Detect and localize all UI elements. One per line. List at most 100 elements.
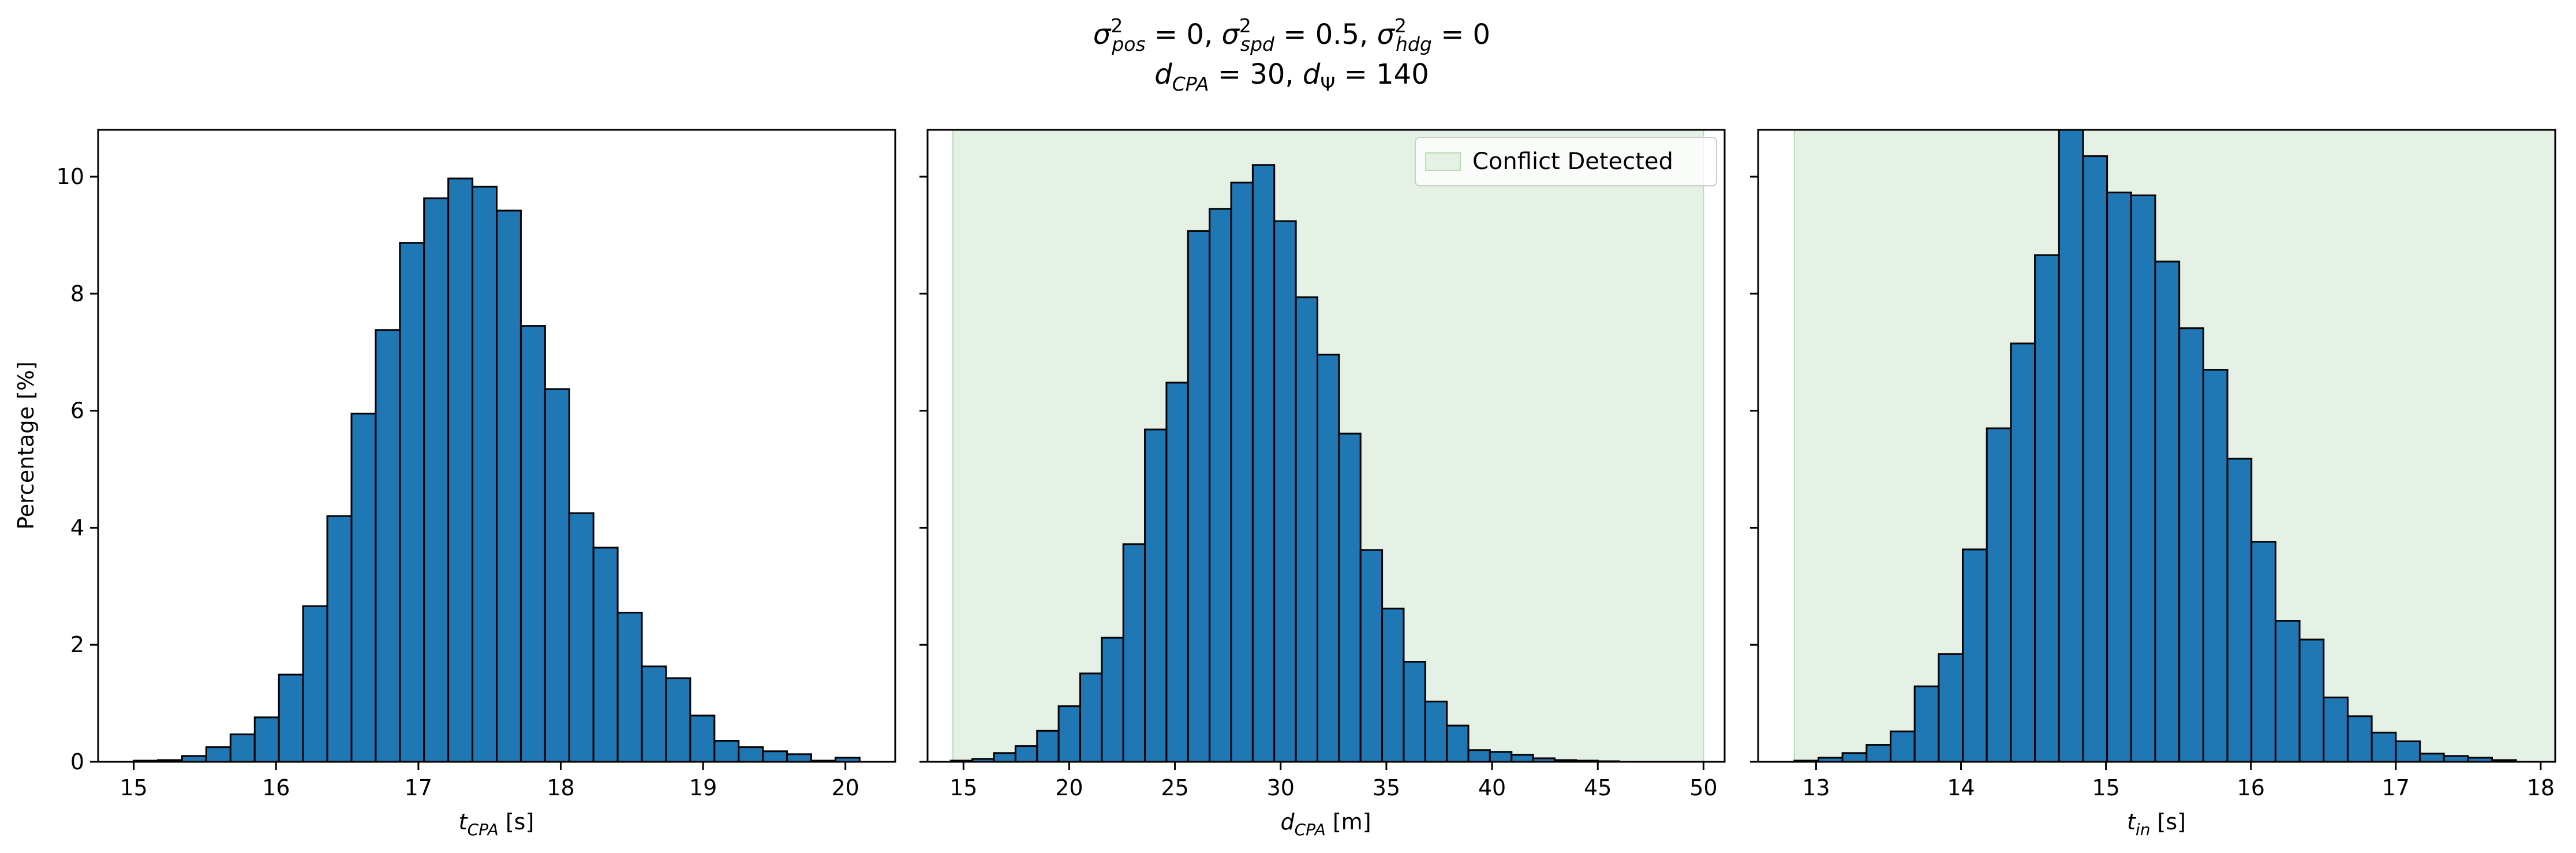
histogram-bar xyxy=(2346,715,2373,763)
histogram-bar xyxy=(2274,620,2301,763)
histogram-bar xyxy=(786,753,813,763)
histogram-bar xyxy=(762,750,788,763)
figure-title-line-1: σ2 pos = 0, σ2 spd = 0.5, σ2 hdg = 0 xyxy=(1093,14,1490,55)
histogram-bar xyxy=(1575,760,1599,763)
histogram-bar xyxy=(1295,296,1318,763)
ticks: 13 14 15 16 17 18 xyxy=(1750,175,2555,800)
x-axis-label: dCPA [m] xyxy=(1280,809,1371,839)
histogram-bar xyxy=(810,760,836,763)
x-tick-label: 15 xyxy=(2092,775,2119,800)
figure-title-line-2: dCPA = 30, dΨ = 140 xyxy=(1154,58,1429,95)
histogram-bar xyxy=(447,177,474,763)
legend-swatch xyxy=(1425,152,1461,171)
x-tick-label: 35 xyxy=(1373,775,1400,800)
histogram-bar xyxy=(1986,427,2012,763)
histogram-bar xyxy=(1424,701,1448,763)
histogram-bar xyxy=(1338,432,1362,763)
histogram-bar xyxy=(641,665,667,763)
histogram-bar xyxy=(1101,637,1124,763)
histogram-bar xyxy=(2010,342,2036,763)
histogram-bar xyxy=(229,733,256,763)
histogram-bar xyxy=(738,746,764,763)
histogram-bar xyxy=(689,714,716,763)
histogram-bar xyxy=(2058,129,2084,763)
histogram-bar xyxy=(1938,653,1964,763)
ticks: 15 20 25 30 35 40 45 50 xyxy=(919,175,1718,800)
histogram-bar xyxy=(665,677,691,763)
histogram-bar xyxy=(1597,760,1621,763)
bars xyxy=(949,164,1621,763)
histogram-bar xyxy=(1446,724,1470,763)
histogram-bar xyxy=(472,185,498,763)
histogram-bar xyxy=(993,752,1016,763)
histogram-bar xyxy=(1817,757,1844,763)
x-tick-label: 16 xyxy=(262,775,290,800)
histogram-bar xyxy=(1209,208,1232,763)
histogram-bar xyxy=(616,611,643,763)
histogram-bar xyxy=(1122,543,1146,763)
x-tick-label: 30 xyxy=(1267,775,1295,800)
x-tick-label: 20 xyxy=(1055,775,1083,800)
y-tick-label: 2 xyxy=(70,632,84,657)
x-tick-label: 45 xyxy=(1584,775,1612,800)
histogram-bar xyxy=(1403,661,1426,763)
histogram-bar xyxy=(350,413,377,763)
histogram-bar xyxy=(399,242,425,763)
bars xyxy=(1793,129,2517,763)
histogram-bar xyxy=(205,746,231,763)
histogram-bar xyxy=(2443,755,2469,763)
histogram-bar xyxy=(1793,760,1819,763)
x-tick-label: 18 xyxy=(547,775,574,800)
panel-t-cpa: 15 16 17 18 19 20 0 2 4 6 8 10 Percentage [%] tCPA … xyxy=(13,129,896,839)
histogram-bar xyxy=(1057,705,1081,763)
y-tick-label: 10 xyxy=(57,164,84,189)
histogram-bar xyxy=(2082,155,2108,763)
histogram-bar xyxy=(2467,757,2493,763)
x-tick-label: 14 xyxy=(1947,775,1975,800)
x-tick-label: 40 xyxy=(1478,775,1506,800)
histogram-bar xyxy=(1553,759,1577,763)
y-tick-label: 6 xyxy=(70,398,84,424)
x-axis-label: tin [s] xyxy=(2127,809,2186,839)
histogram-bar xyxy=(1187,230,1211,763)
histogram-bar xyxy=(1889,730,1916,763)
x-tick-label: 18 xyxy=(2527,775,2555,800)
histogram-bar xyxy=(133,760,159,763)
ticks: 15 16 17 18 19 20 0 2 4 6 8 10 xyxy=(57,164,859,800)
x-tick-label: 13 xyxy=(1802,775,1830,800)
histogram-bar xyxy=(1036,729,1060,763)
y-axis-label: Percentage [%] xyxy=(13,361,39,530)
histogram-bar xyxy=(2395,740,2421,763)
histogram-bar xyxy=(1511,754,1534,763)
x-tick-label: 17 xyxy=(2382,775,2410,800)
histogram-bar xyxy=(1079,672,1103,763)
x-tick-label: 15 xyxy=(119,775,147,800)
y-tick-label: 8 xyxy=(70,281,84,306)
histogram-bar xyxy=(1532,757,1556,763)
histogram-bar xyxy=(2178,327,2204,763)
panel-t-in: 13 14 15 16 17 18 tin [s] xyxy=(1750,129,2556,839)
histogram-bar xyxy=(375,329,401,763)
histogram-bar xyxy=(1144,428,1168,763)
histogram-bar xyxy=(1381,607,1405,763)
histogram-bar xyxy=(971,758,995,763)
histogram-bar xyxy=(253,716,280,763)
y-tick-label: 0 xyxy=(70,749,84,775)
x-tick-label: 15 xyxy=(949,775,977,800)
histogram-bar xyxy=(2323,696,2349,763)
histogram-bar xyxy=(1359,549,1384,763)
x-tick-label: 20 xyxy=(832,775,859,800)
histogram-bar xyxy=(2106,191,2132,763)
histogram-bar xyxy=(2202,369,2229,763)
histogram-bar xyxy=(2418,753,2445,763)
histogram-bar xyxy=(568,512,595,763)
histogram-bar xyxy=(1230,181,1254,763)
x-tick-label: 19 xyxy=(689,775,717,800)
bars xyxy=(133,177,861,763)
y-tick-label: 4 xyxy=(70,515,84,540)
histogram-bar xyxy=(2491,759,2517,763)
figure-title: σ2 pos = 0, σ2 spd = 0.5, σ2 hdg = 0 dCPA =… xyxy=(1093,14,1490,95)
histogram-bar xyxy=(181,755,207,763)
histogram-bar xyxy=(592,547,619,763)
